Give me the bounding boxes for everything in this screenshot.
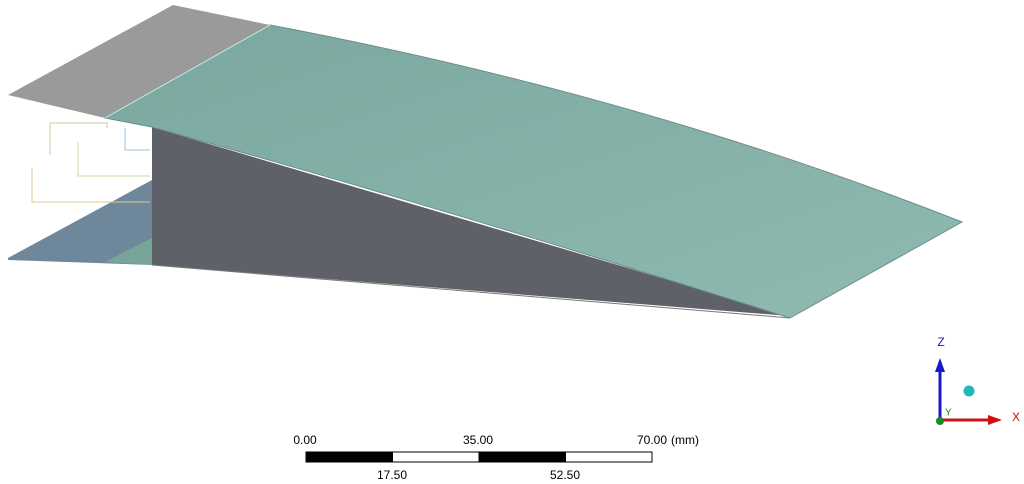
scale-label: 0.00 — [293, 433, 317, 447]
y-axis — [936, 417, 944, 425]
x-label: X — [1012, 410, 1020, 424]
top-surface — [103, 24, 964, 319]
bottom-plate-edge — [105, 238, 152, 265]
wire-line — [124, 128, 150, 151]
scale-label: 52.50 — [550, 468, 580, 482]
scale-label: 70.00 — [637, 433, 667, 447]
scale-label: 17.50 — [377, 468, 407, 482]
scale-unit: (mm) — [671, 433, 699, 447]
wire-line — [77, 142, 150, 177]
gray-plate — [8, 5, 270, 118]
scale-segment — [305, 451, 393, 463]
scale-segment — [565, 451, 653, 463]
bottom-plate — [8, 180, 152, 265]
scale-segment — [392, 451, 480, 463]
scale-bar: 0.00 35.00 70.00 (mm) 17.50 52.50 — [293, 433, 699, 482]
view-ball — [963, 385, 975, 397]
z-arrow — [935, 358, 945, 372]
edge-line — [154, 34, 321, 129]
y-label: Y — [945, 408, 952, 419]
wire-line — [49, 122, 108, 155]
edge-line — [104, 24, 271, 119]
axis-triad: Z Y X — [935, 335, 1020, 425]
scale-segment — [478, 451, 566, 463]
side-face — [152, 127, 790, 316]
scale-label: 35.00 — [463, 433, 493, 447]
model[interactable] — [8, 5, 964, 319]
edge-line — [151, 264, 791, 319]
x-arrow — [988, 415, 1002, 425]
wire-line — [31, 168, 150, 203]
z-label: Z — [937, 335, 944, 349]
